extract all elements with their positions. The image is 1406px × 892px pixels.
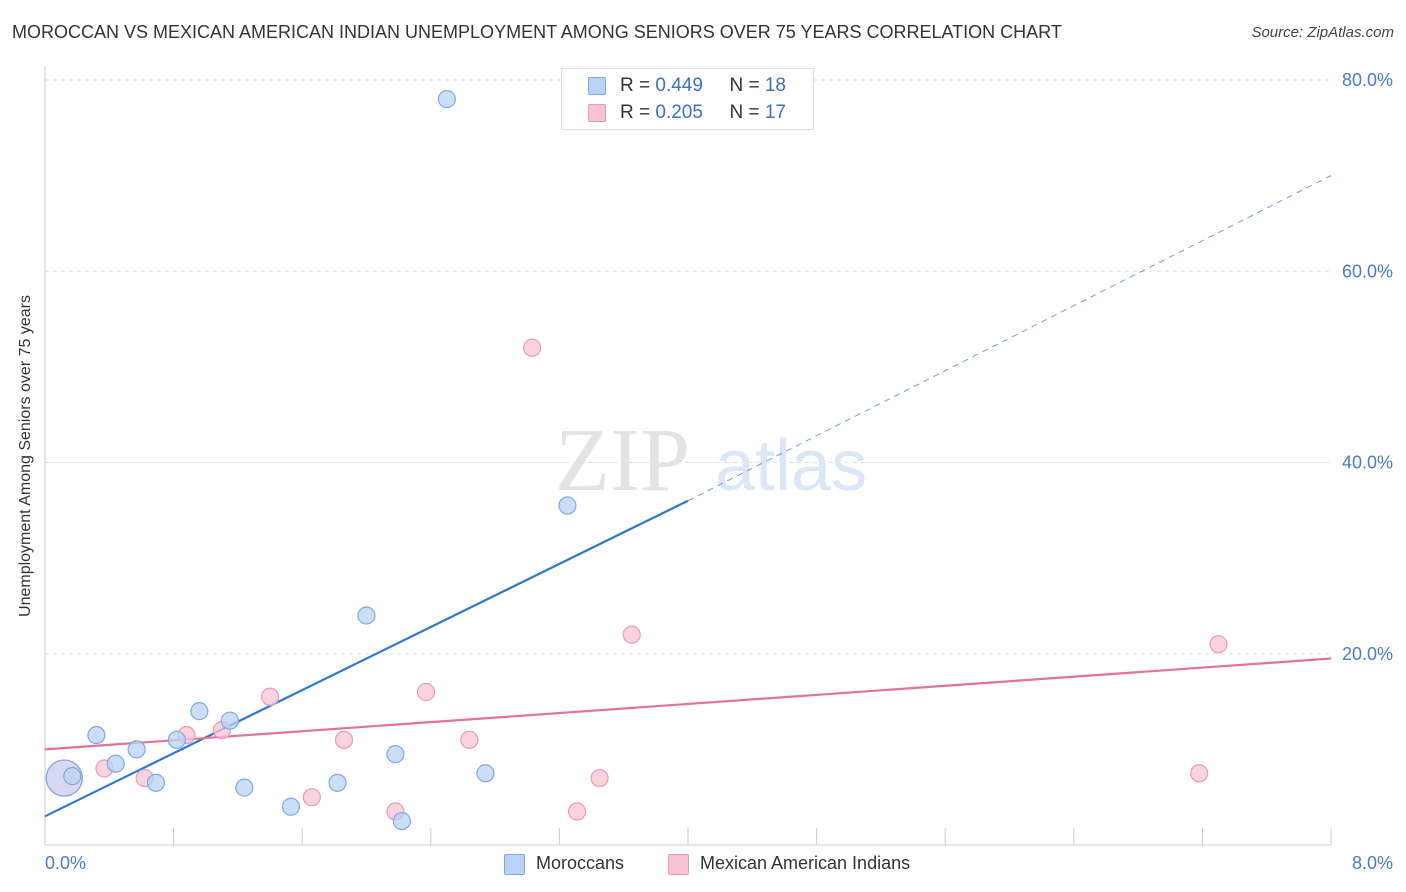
trendline-moroccans xyxy=(44,499,689,818)
moroccans-point-11[interactable] xyxy=(328,773,347,792)
trendline-mexican-american-indians xyxy=(44,657,1332,751)
y-axis-label: Unemployment Among Seniors over 75 years xyxy=(17,295,34,617)
legend-n-value: 18 xyxy=(764,75,786,96)
moroccans-point-12[interactable] xyxy=(357,606,376,625)
tick-label-layer: 20.0% 40.0% 60.0% 80.0% 0.0% 8.0% xyxy=(45,70,1393,873)
moroccans-point-10[interactable] xyxy=(281,797,301,816)
moroccans-point-7[interactable] xyxy=(190,702,209,721)
watermark-atlas: atlas xyxy=(715,426,867,506)
y-tick-label-2: 60.0% xyxy=(1342,261,1393,281)
legend-n-label: N = xyxy=(729,102,765,123)
y-tick-label-3: 80.0% xyxy=(1342,70,1393,90)
mexican-american-indians-point-12[interactable] xyxy=(567,802,587,821)
mexican-american-indians-point-13[interactable] xyxy=(590,768,609,788)
series-label-moroccans: Moroccans xyxy=(536,853,625,873)
legend-r-label: R = xyxy=(620,102,656,123)
mexican-american-indians-point-7[interactable] xyxy=(334,730,354,749)
mexican-american-indians-point-16[interactable] xyxy=(1209,635,1228,654)
legend-r-value: 0.205 xyxy=(655,102,703,123)
series-label-mexican-american-indians: Mexican American Indians xyxy=(700,853,911,873)
moroccans-point-8[interactable] xyxy=(220,711,239,730)
mexican-american-indians-point-15[interactable] xyxy=(1190,764,1209,783)
trend-layer xyxy=(44,175,1332,818)
mexican-american-indians-point-10[interactable] xyxy=(460,730,479,749)
x-tick-label-1: 8.0% xyxy=(1352,853,1393,873)
moroccans-point-1[interactable] xyxy=(63,767,82,786)
watermark-zip: ZIP xyxy=(555,411,690,510)
y-tick-label-0: 20.0% xyxy=(1342,644,1393,664)
chart-title: MOROCCAN VS MEXICAN AMERICAN INDIAN UNEM… xyxy=(12,22,1062,42)
mexican-american-indians-point-11[interactable] xyxy=(522,338,542,357)
moroccans-point-14[interactable] xyxy=(392,811,411,831)
moroccans-point-6[interactable] xyxy=(167,730,186,749)
moroccans-point-2[interactable] xyxy=(87,725,106,745)
series-swatch-blue xyxy=(504,854,525,875)
series-swatch-pink xyxy=(668,854,689,875)
legend-r-value: 0.449 xyxy=(655,75,703,96)
moroccans-point-13[interactable] xyxy=(386,745,405,764)
y-tick-label-1: 40.0% xyxy=(1342,453,1393,473)
moroccans-point-3[interactable] xyxy=(106,754,125,773)
source-label: Source: ZipAtlas.com xyxy=(1251,24,1394,41)
mexican-american-indians-point-6[interactable] xyxy=(302,788,321,807)
legend-r-label: R = xyxy=(620,75,656,96)
moroccans-point-9[interactable] xyxy=(235,778,254,797)
points-layer xyxy=(45,90,1228,831)
moroccans-point-4[interactable] xyxy=(127,740,146,759)
moroccans-point-5[interactable] xyxy=(146,773,166,792)
mexican-american-indians-point-5[interactable] xyxy=(260,687,280,706)
x-tick-label-0: 0.0% xyxy=(45,853,86,873)
moroccans-point-16[interactable] xyxy=(476,764,495,783)
watermark: ZIP atlas xyxy=(555,411,867,510)
grid-layer xyxy=(45,79,1331,655)
correlation-legend: R = 0.449 N = 18 R = 0.205 N = 17 xyxy=(561,68,814,130)
axis-layer xyxy=(44,66,1332,846)
legend-swatch-pink xyxy=(588,104,606,122)
legend-n-label: N = xyxy=(729,75,765,96)
moroccans-point-15[interactable] xyxy=(437,90,456,109)
mexican-american-indians-point-14[interactable] xyxy=(622,625,641,644)
legend-n-value: 17 xyxy=(764,102,786,123)
legend-swatch-blue xyxy=(588,77,606,95)
mexican-american-indians-point-9[interactable] xyxy=(416,682,436,702)
moroccans-point-17[interactable] xyxy=(558,496,577,515)
